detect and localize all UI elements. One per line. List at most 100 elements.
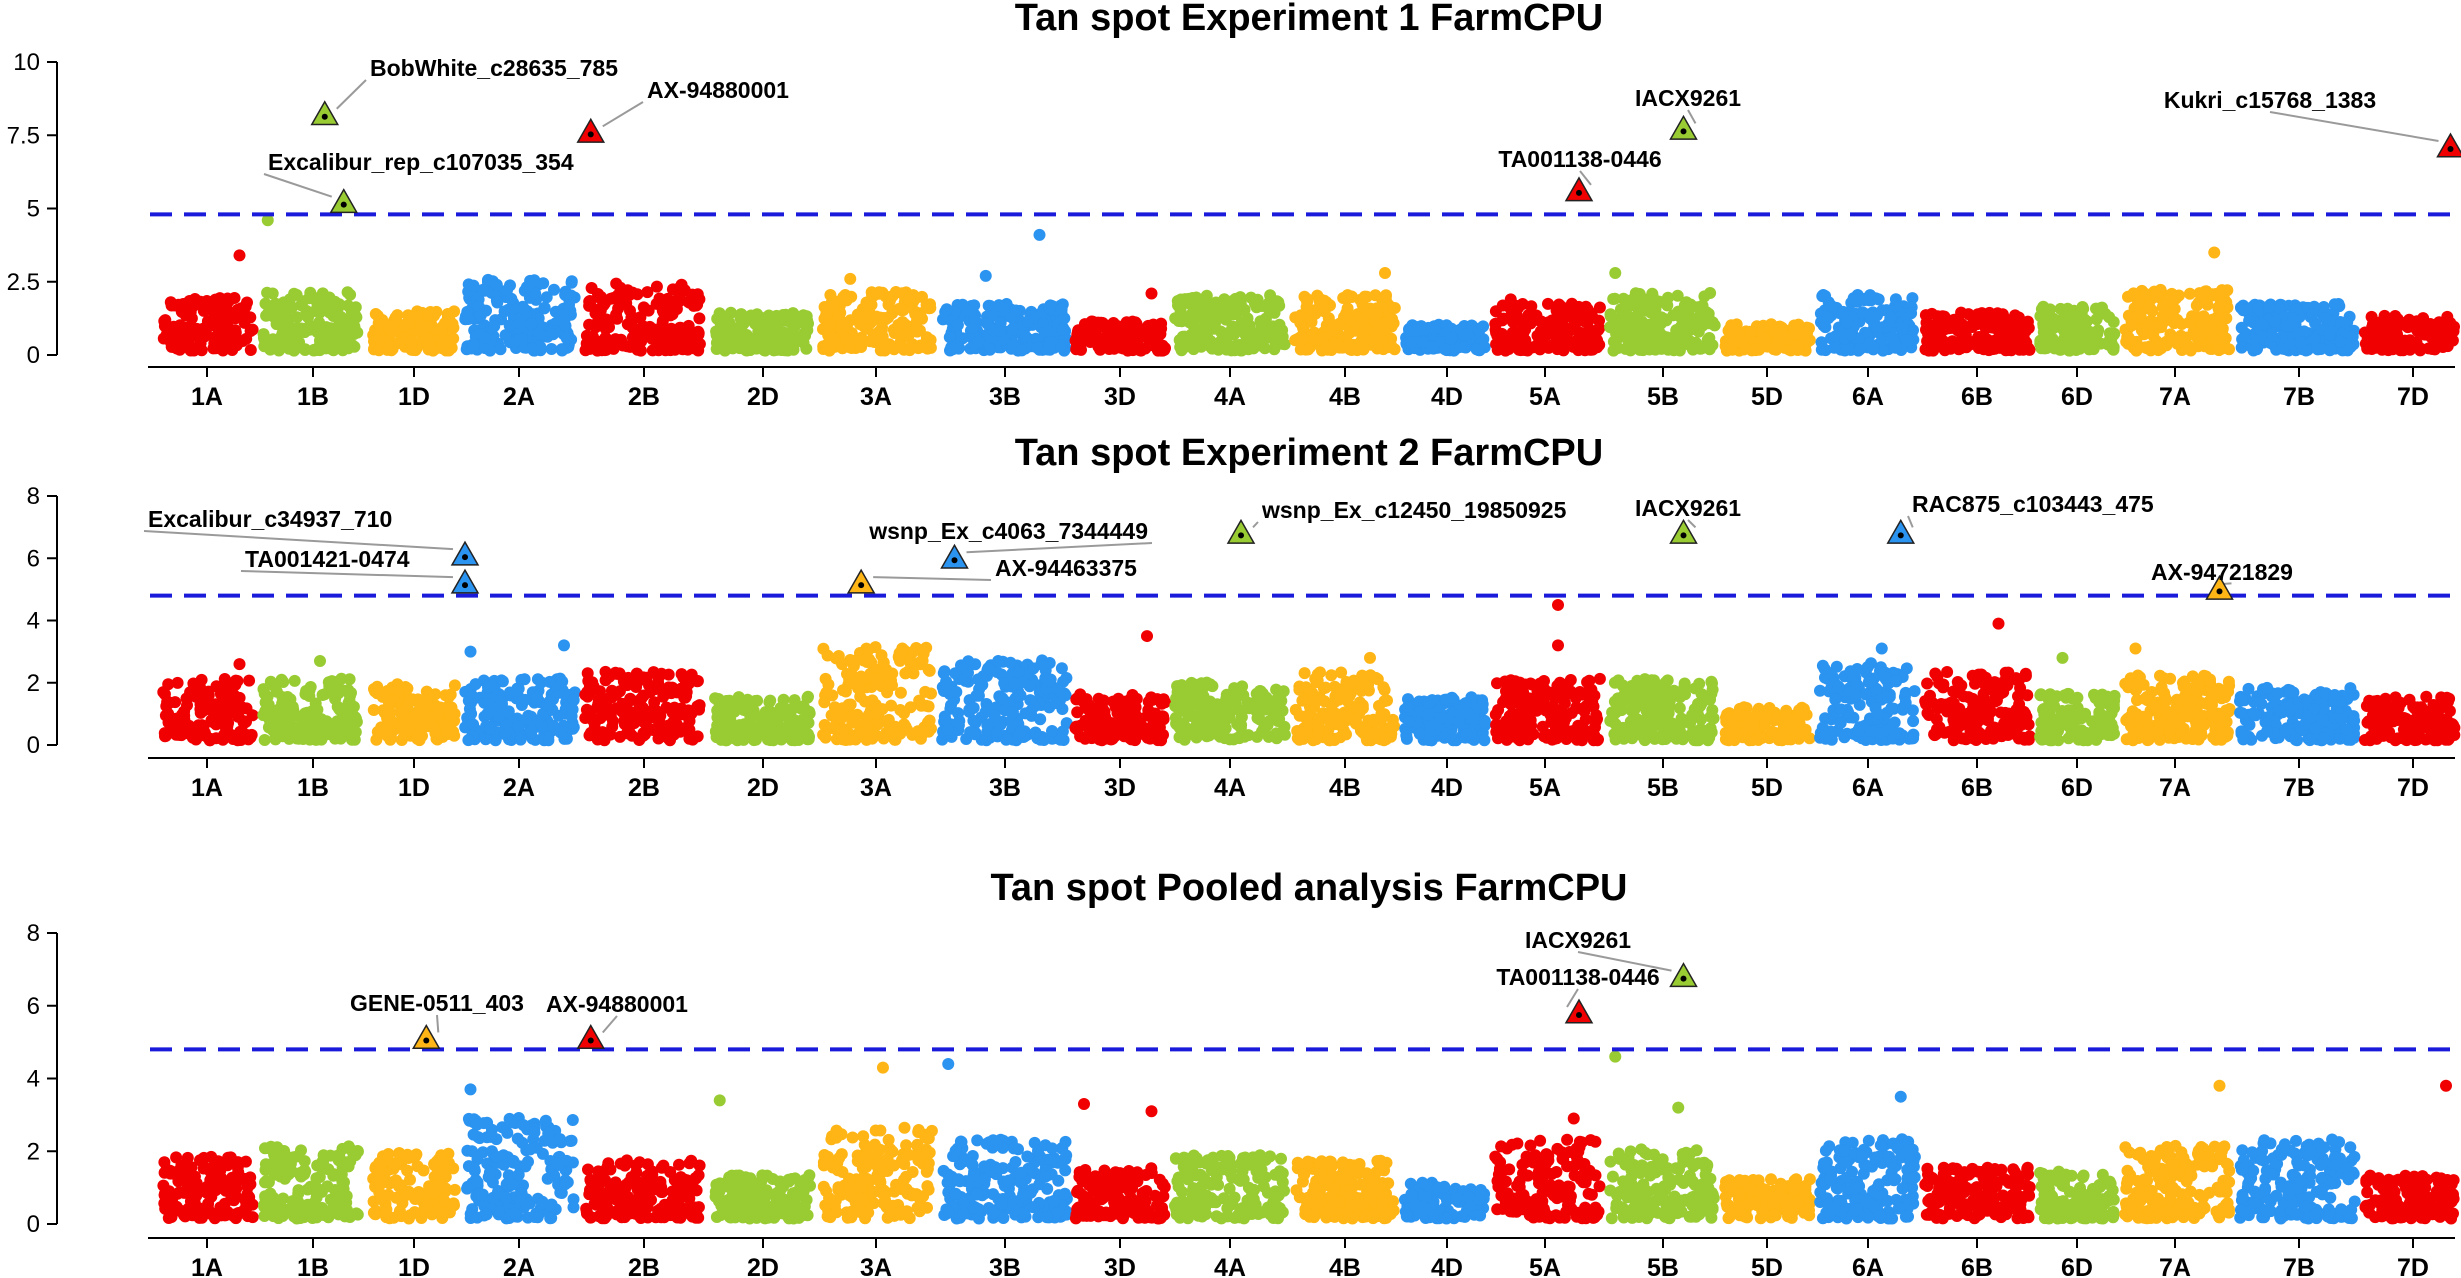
snp-point bbox=[2193, 287, 2206, 300]
snp-point bbox=[1351, 344, 1364, 357]
snp-point bbox=[476, 283, 489, 296]
snp-point bbox=[445, 725, 458, 738]
snp-point bbox=[544, 694, 557, 707]
snp-point bbox=[757, 344, 770, 356]
snp-point bbox=[1328, 337, 1341, 350]
snp-point bbox=[1056, 323, 1069, 336]
x-tick-label-1B: 1B bbox=[297, 774, 329, 802]
snp-point bbox=[204, 299, 217, 312]
snp-point bbox=[1956, 333, 1969, 345]
snp-point bbox=[2216, 322, 2229, 335]
snp-point bbox=[1301, 296, 1314, 308]
marker-triangle bbox=[329, 188, 359, 214]
marker-triangle bbox=[2436, 132, 2461, 158]
snp-point bbox=[1937, 334, 1949, 347]
snp-point bbox=[826, 689, 839, 702]
snp-point bbox=[605, 684, 618, 697]
marker-leader-line bbox=[2269, 111, 2439, 142]
snp-point bbox=[720, 711, 733, 724]
snp-point bbox=[579, 344, 592, 357]
snp-point bbox=[1403, 325, 1416, 338]
snp-point bbox=[581, 690, 594, 703]
snp-point bbox=[906, 728, 919, 741]
snp-point bbox=[1014, 725, 1027, 738]
y-tick-label: 4 bbox=[27, 608, 40, 635]
x-tick-label-5B: 5B bbox=[1647, 774, 1679, 802]
snp-point bbox=[315, 714, 328, 727]
snp-point bbox=[2151, 290, 2164, 303]
snp-point bbox=[444, 708, 457, 721]
snp-point bbox=[1343, 327, 1356, 339]
snp-point bbox=[970, 689, 983, 702]
snp-point bbox=[503, 686, 516, 699]
snp-point bbox=[1757, 319, 1770, 332]
snp-point bbox=[1525, 300, 1538, 313]
outlier-point bbox=[1504, 293, 1517, 306]
snp-point bbox=[1054, 733, 1067, 746]
snp-point bbox=[1208, 317, 1221, 330]
snp-point bbox=[241, 296, 253, 309]
x-tick-label-7A: 7A bbox=[2159, 774, 2191, 802]
outlier-point bbox=[979, 269, 992, 282]
snp-point bbox=[370, 733, 383, 746]
snp-point bbox=[514, 733, 527, 746]
snp-point bbox=[1278, 338, 1291, 351]
snp-point bbox=[1055, 303, 1068, 316]
snp-point bbox=[225, 700, 238, 713]
snp-point bbox=[624, 692, 637, 705]
snp-point bbox=[543, 675, 556, 688]
snp-point bbox=[559, 289, 572, 302]
snp-point bbox=[737, 330, 750, 343]
snp-point bbox=[208, 341, 221, 354]
snp-point bbox=[1899, 308, 1912, 321]
outlier-point bbox=[2208, 246, 2221, 259]
snp-point bbox=[782, 315, 795, 328]
x-tick-label-6A: 6A bbox=[1852, 383, 1884, 411]
x-tick-label-7B: 7B bbox=[2283, 383, 2315, 411]
x-tick-label-3A: 3A bbox=[860, 383, 892, 411]
snp-point bbox=[875, 324, 888, 337]
snp-point bbox=[213, 298, 226, 311]
snp-point bbox=[1093, 733, 1106, 746]
snp-point bbox=[598, 339, 611, 352]
snp-point bbox=[309, 344, 322, 357]
snp-point bbox=[1014, 689, 1027, 702]
snp-point bbox=[2020, 336, 2033, 349]
snp-point bbox=[1204, 335, 1217, 348]
snp-point bbox=[1273, 328, 1285, 341]
snp-point bbox=[1264, 302, 1277, 314]
x-tick-label-3B: 3B bbox=[989, 383, 1021, 411]
snp-point bbox=[1706, 316, 1719, 329]
snp-point bbox=[1250, 301, 1263, 314]
snp-point bbox=[332, 687, 345, 700]
snp-point bbox=[1077, 695, 1090, 708]
snp-point bbox=[1388, 302, 1401, 314]
snp-point bbox=[672, 709, 685, 722]
snp-point bbox=[710, 343, 723, 355]
snp-point bbox=[801, 318, 814, 331]
snp-point bbox=[484, 722, 496, 735]
snp-point bbox=[1365, 338, 1378, 351]
snp-point bbox=[587, 680, 600, 693]
snp-point bbox=[1187, 327, 1200, 340]
snp-point bbox=[1019, 330, 1032, 343]
snp-point bbox=[1545, 314, 1558, 327]
snp-point bbox=[1649, 303, 1662, 316]
snp-point bbox=[481, 708, 494, 720]
marker-leader-line bbox=[1687, 109, 1697, 124]
snp-point bbox=[565, 276, 578, 289]
snp-point bbox=[556, 344, 569, 357]
snp-point bbox=[969, 728, 981, 741]
snp-point bbox=[889, 733, 902, 746]
snp-point bbox=[896, 642, 909, 655]
snp-point bbox=[1085, 315, 1098, 328]
snp-point bbox=[2412, 341, 2425, 353]
snp-point bbox=[204, 732, 217, 745]
snp-point bbox=[1236, 325, 1248, 338]
snp-point bbox=[2440, 328, 2453, 341]
snp-point bbox=[1562, 304, 1575, 317]
snp-point bbox=[324, 336, 337, 349]
snp-point bbox=[225, 337, 238, 349]
snp-point bbox=[525, 317, 538, 330]
snp-point bbox=[463, 703, 476, 715]
